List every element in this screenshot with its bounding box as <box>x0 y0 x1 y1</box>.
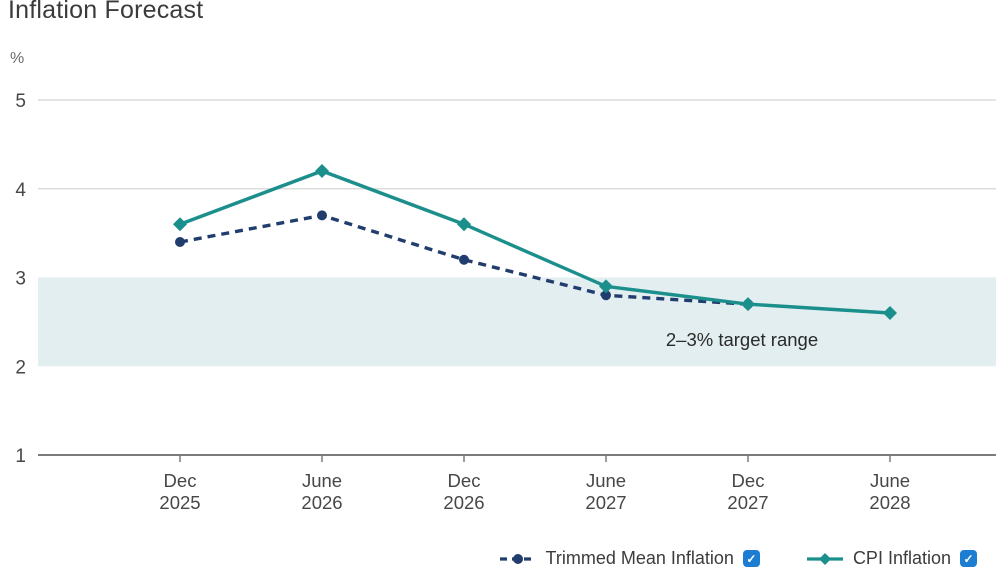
x-tick-label: June <box>302 470 342 491</box>
legend-item-trimmed-mean[interactable]: Trimmed Mean Inflation ✓ <box>499 548 760 569</box>
x-tick-label: 2027 <box>585 492 626 513</box>
data-point-diamond <box>315 164 329 178</box>
y-tick-label: 2 <box>15 357 26 378</box>
legend-label-cpi: CPI Inflation <box>852 548 951 568</box>
x-tick-label: Dec <box>732 470 765 491</box>
data-point-diamond <box>883 306 897 320</box>
target-range-band <box>38 277 996 367</box>
data-point-circle <box>459 254 469 265</box>
chart-title: Inflation Forecast <box>8 0 204 24</box>
data-point-circle <box>317 210 327 221</box>
data-point-diamond <box>599 279 613 294</box>
legend-label-trimmed-mean: Trimmed Mean Inflation <box>545 548 734 568</box>
data-point-circle <box>601 290 611 301</box>
data-point-diamond <box>741 297 755 312</box>
y-axis-unit-label: % <box>10 50 25 67</box>
data-point-circle <box>175 237 185 247</box>
y-tick-label: 4 <box>15 180 26 201</box>
x-tick-label: 2026 <box>443 492 484 513</box>
checkmark-icon: ✓ <box>746 551 757 566</box>
trimmed-mean-line-symbol <box>499 553 536 564</box>
x-tick-label: June <box>586 470 626 491</box>
trimmed-mean-checkbox[interactable]: ✓ <box>742 550 760 567</box>
y-tick-label: 3 <box>15 269 26 290</box>
checkmark-icon: ✓ <box>963 551 974 566</box>
y-tick-label: 5 <box>15 91 26 112</box>
x-tick-label: 2028 <box>869 492 910 513</box>
target-range-label: 2–3% target range <box>666 329 818 350</box>
x-tick-label: Dec <box>164 470 197 491</box>
legend: Trimmed Mean Inflation ✓ CPI Inflation ✓ <box>499 548 977 569</box>
x-tick-label: 2027 <box>727 492 768 513</box>
cpi-line-symbol <box>806 552 843 565</box>
x-tick-label: June <box>870 470 910 491</box>
legend-item-cpi[interactable]: CPI Inflation ✓ <box>806 548 977 569</box>
series-line-1 <box>179 169 891 315</box>
data-point-diamond <box>457 217 471 232</box>
x-tick-label: Dec <box>448 470 481 491</box>
data-point-diamond <box>173 217 187 232</box>
y-tick-label: 1 <box>15 446 26 467</box>
x-tick-label: 2026 <box>301 492 342 513</box>
cpi-checkbox[interactable]: ✓ <box>960 550 977 567</box>
x-tick-label: 2025 <box>159 492 200 513</box>
